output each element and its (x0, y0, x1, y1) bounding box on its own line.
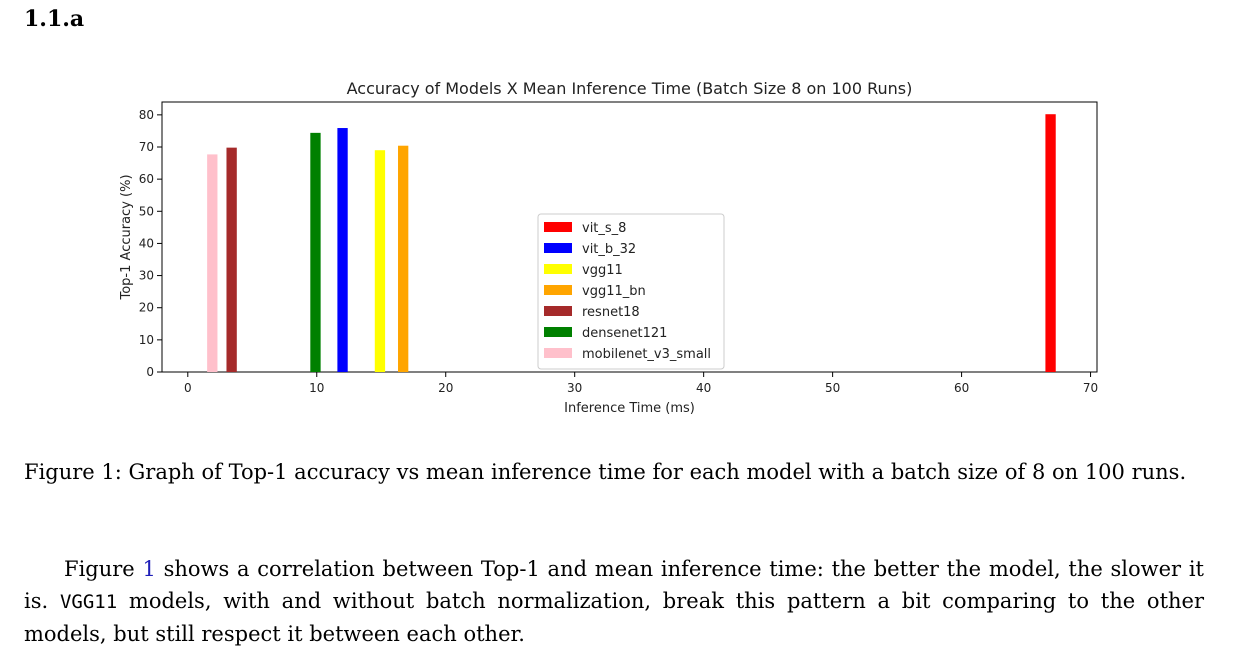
legend-label: vit_s_8 (582, 221, 626, 236)
legend-label: mobilenet_v3_small (582, 347, 711, 362)
y-tick-label: 60 (139, 172, 154, 186)
legend-label: vgg11_bn (582, 284, 646, 299)
bar-vgg11-bn (398, 146, 408, 372)
y-tick-label: 0 (146, 365, 154, 379)
y-tick-label: 40 (139, 236, 154, 250)
chart-legend: vit_s_8 vit_b_32 vgg11 vgg11_bn resnet18 dens… (538, 214, 724, 369)
bar-vgg11 (375, 150, 385, 372)
y-tick-label: 80 (139, 108, 154, 122)
legend-swatch (544, 222, 572, 232)
para-text-2: models, with and without batch normaliza… (24, 589, 1204, 646)
x-tick-label: 50 (825, 381, 840, 395)
bar-vit-b-32 (337, 128, 347, 372)
y-tick-label: 30 (139, 269, 154, 283)
chart-title: Accuracy of Models X Mean Inference Time… (347, 79, 913, 98)
body-paragraph: Figure 1 shows a correlation between Top… (24, 553, 1204, 650)
y-axis-label: Top-1 Accuracy (%) (119, 174, 134, 300)
code-vgg11: VGG11 (60, 591, 117, 613)
legend-label: resnet18 (582, 305, 640, 320)
bar-mobilenet-v3-small (207, 154, 217, 372)
para-prefix: Figure (64, 557, 142, 581)
legend-swatch (544, 306, 572, 316)
bar-vit-s-8 (1045, 114, 1055, 372)
x-axis: 0 10 20 30 40 50 60 70 (184, 372, 1098, 395)
legend-label: vit_b_32 (582, 242, 636, 257)
legend-swatch (544, 348, 572, 358)
x-tick-label: 30 (567, 381, 582, 395)
legend-swatch (544, 264, 572, 274)
x-tick-label: 40 (696, 381, 711, 395)
bar-resnet18 (226, 148, 236, 372)
legend-label: vgg11 (582, 263, 623, 278)
x-tick-label: 20 (438, 381, 453, 395)
figure-reference-link[interactable]: 1 (142, 557, 155, 581)
legend-swatch (544, 243, 572, 253)
y-tick-label: 70 (139, 140, 154, 154)
y-axis: 0 10 20 30 40 50 60 70 80 (139, 108, 162, 379)
x-tick-label: 60 (954, 381, 969, 395)
section-number: 1.1.a (24, 6, 84, 32)
legend-swatch (544, 327, 572, 337)
x-axis-label: Inference Time (ms) (564, 401, 695, 416)
accuracy-vs-inference-chart: Accuracy of Models X Mean Inference Time… (100, 72, 1110, 422)
bar-densenet121 (310, 133, 320, 372)
y-tick-label: 10 (139, 333, 154, 347)
figure-caption: Figure 1: Graph of Top-1 accuracy vs mea… (24, 456, 1204, 488)
x-tick-label: 70 (1083, 381, 1098, 395)
legend-label: densenet121 (582, 326, 667, 341)
x-tick-label: 0 (184, 381, 192, 395)
y-tick-label: 50 (139, 204, 154, 218)
legend-swatch (544, 285, 572, 295)
x-tick-label: 10 (309, 381, 324, 395)
y-tick-label: 20 (139, 301, 154, 315)
